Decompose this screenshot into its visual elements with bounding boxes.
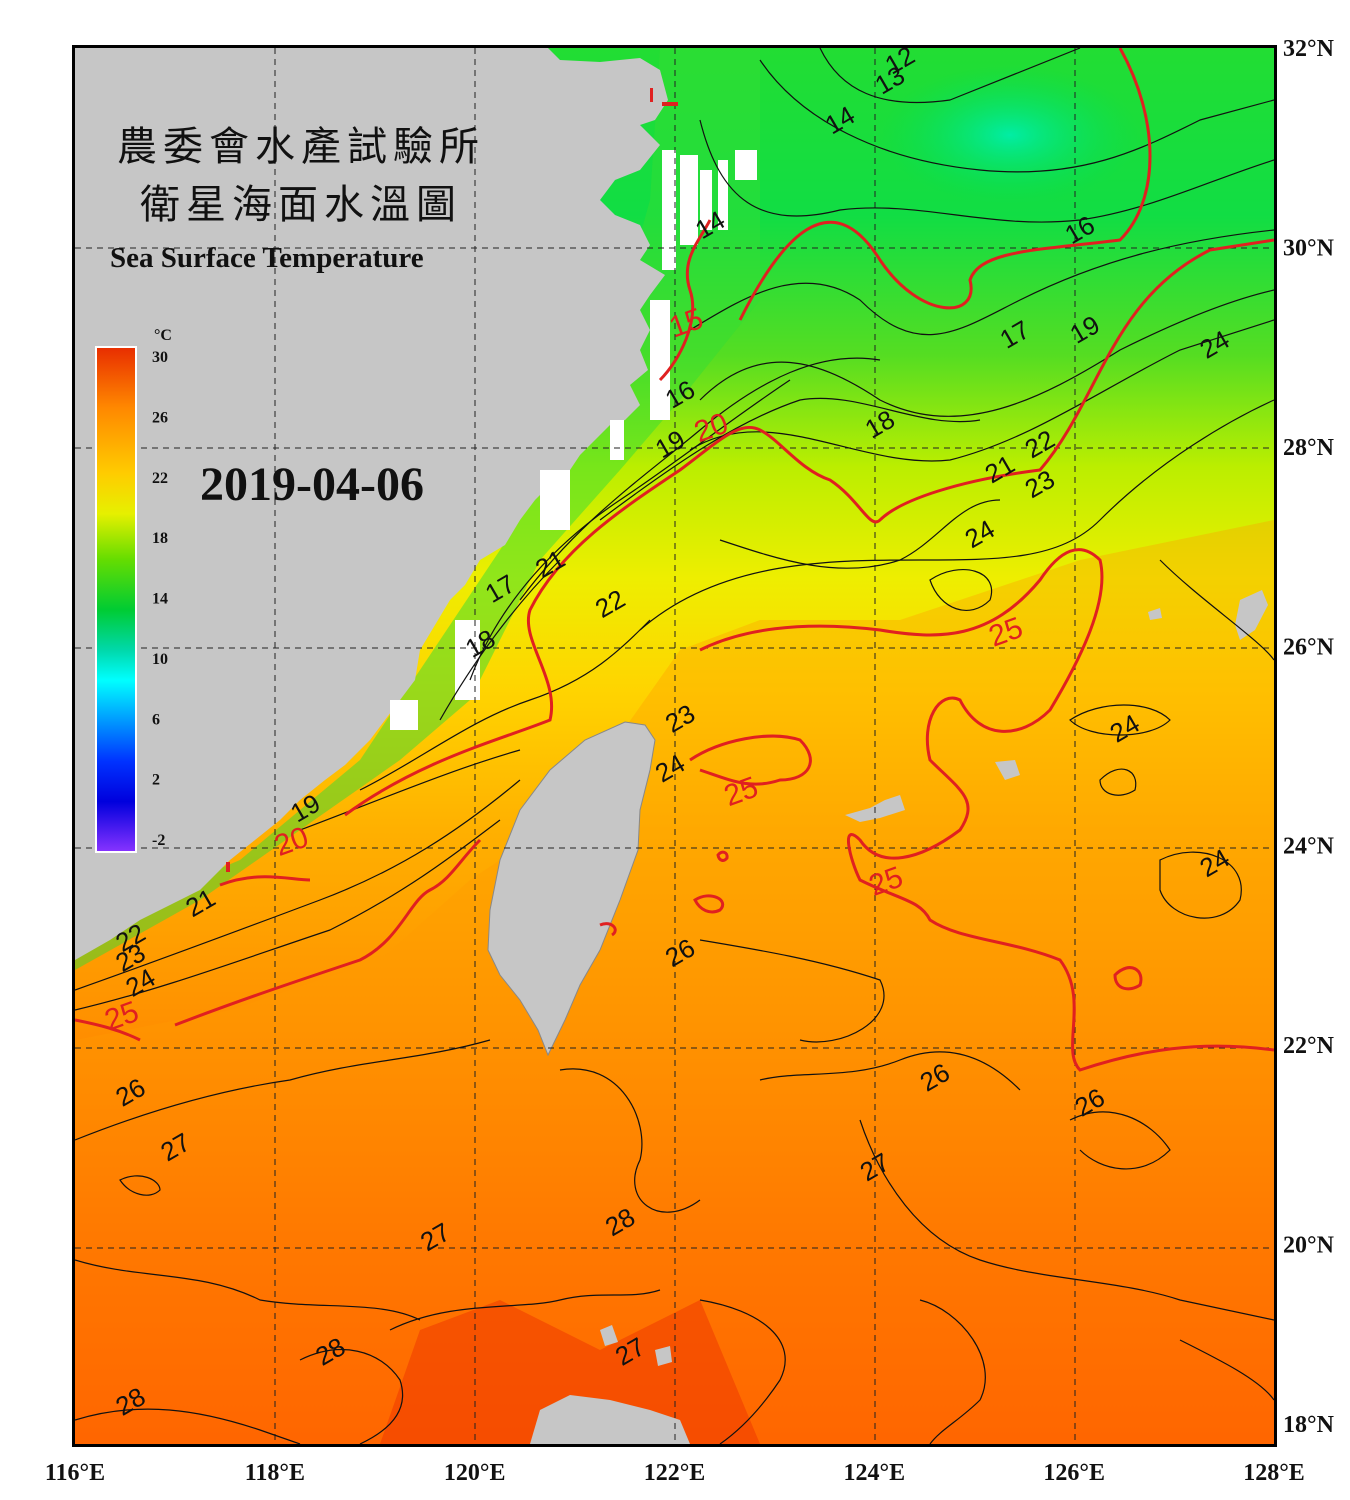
title-english: Sea Surface Temperature	[110, 242, 424, 274]
taiwan-island	[487, 721, 656, 1057]
lat-label: 30°N	[1283, 235, 1335, 261]
lon-label: 118°E	[245, 1460, 305, 1486]
lat-label: 28°N	[1283, 435, 1335, 461]
map-date: 2019-04-06	[200, 458, 424, 511]
minor-isotherms	[75, 48, 1274, 1444]
colorbar-tick: -2	[152, 832, 165, 849]
lon-label: 126°E	[1043, 1460, 1105, 1486]
colorbar-tick: 2	[152, 772, 160, 789]
coastal-red-marks	[226, 88, 678, 872]
island-babuyan	[655, 1346, 672, 1366]
cold-water-spot	[880, 65, 1140, 205]
lon-label: 116°E	[45, 1460, 105, 1486]
longitude-labels: 116°E 118°E 120°E 122°E 124°E 126°E 128°E	[45, 1460, 1305, 1486]
colorbar-tick: 26	[152, 409, 168, 426]
lat-label: 26°N	[1283, 634, 1335, 660]
warm-tongue	[75, 520, 1274, 1444]
colorbar-tick: 22	[152, 470, 168, 487]
colorbar-unit: °C	[154, 327, 172, 344]
island-batan	[600, 1325, 618, 1346]
title-line-1: 農委會水產試驗所	[117, 124, 485, 170]
lat-label: 18°N	[1283, 1412, 1335, 1438]
colorbar: °C 30 26 22 18 14 10 6 2 -2	[95, 327, 172, 853]
lat-label: 24°N	[1283, 834, 1335, 860]
china-mainland	[75, 48, 668, 960]
luzon-island	[530, 1395, 690, 1444]
colorbar-tick: 30	[152, 349, 168, 366]
lat-label: 22°N	[1283, 1033, 1335, 1059]
lon-label: 122°E	[644, 1460, 706, 1486]
lat-label: 32°N	[1283, 36, 1335, 62]
okinawa-island	[1235, 590, 1268, 640]
cloud-gaps	[390, 150, 757, 730]
colorbar-tick: 14	[152, 591, 168, 608]
lat-label: 20°N	[1283, 1233, 1335, 1259]
lon-label: 128°E	[1243, 1460, 1305, 1486]
title-line-2: 衛星海面水溫圖	[140, 182, 462, 228]
lon-label: 120°E	[444, 1460, 506, 1486]
colorbar-tick: 18	[152, 530, 168, 547]
latitude-labels: 32°N 30°N 28°N 26°N 24°N 22°N 20°N 18°N	[1283, 36, 1335, 1438]
island-amami	[1148, 608, 1162, 620]
lon-label: 124°E	[844, 1460, 906, 1486]
island-miyako	[995, 760, 1020, 780]
colorbar-tick: 6	[152, 711, 160, 728]
cool-coastal-strip	[75, 48, 760, 970]
major-isotherms	[75, 48, 1274, 1072]
colorbar-tick: 10	[152, 651, 168, 668]
colorbar-bar	[95, 346, 137, 853]
